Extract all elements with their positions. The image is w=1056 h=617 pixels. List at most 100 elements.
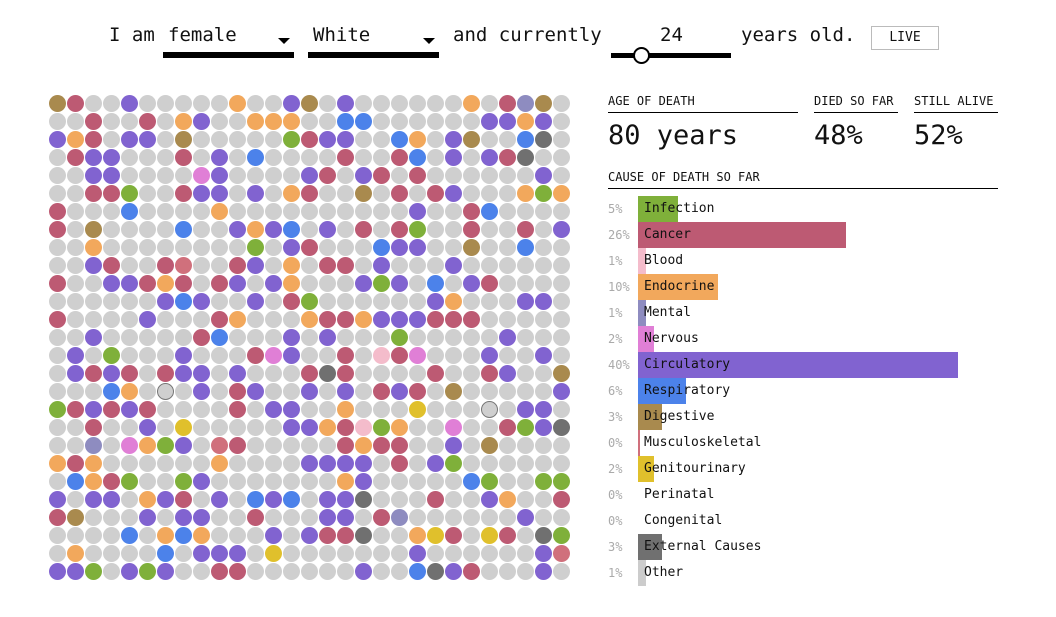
person-dot [229, 95, 246, 112]
person-dot [445, 185, 462, 202]
slider-handle[interactable] [633, 47, 650, 64]
cause-bar [638, 300, 646, 326]
person-dot [157, 419, 174, 436]
person-dot [229, 275, 246, 292]
person-dot [427, 473, 444, 490]
person-dot [481, 149, 498, 166]
still-alive-label: STILL ALIVE [914, 94, 998, 113]
person-dot [103, 203, 120, 220]
person-dot [121, 365, 138, 382]
person-dot [157, 563, 174, 580]
person-dot [247, 455, 264, 472]
person-dot [481, 473, 498, 490]
person-dot [355, 527, 372, 544]
person-dot [481, 347, 498, 364]
person-dot [265, 509, 282, 526]
person-dot [157, 365, 174, 382]
person-dot [319, 545, 336, 562]
person-dot [535, 527, 552, 544]
person-dot [427, 329, 444, 346]
person-dot [409, 95, 426, 112]
person-dot [121, 167, 138, 184]
live-button[interactable]: LIVE [871, 26, 939, 50]
person-dot [193, 113, 210, 130]
person-dot [265, 437, 282, 454]
person-dot [319, 437, 336, 454]
person-dot [265, 113, 282, 130]
person-dot [229, 473, 246, 490]
person-dot [319, 401, 336, 418]
person-dot [157, 149, 174, 166]
person-dot [319, 95, 336, 112]
person-dot [103, 149, 120, 166]
person-dot [283, 455, 300, 472]
person-dot [85, 203, 102, 220]
person-dot [499, 419, 516, 436]
age-slider[interactable] [611, 47, 731, 64]
person-dot [445, 527, 462, 544]
person-dot [67, 149, 84, 166]
person-dot [319, 419, 336, 436]
person-dot [103, 275, 120, 292]
person-dot [157, 329, 174, 346]
person-dot [139, 239, 156, 256]
person-dot [103, 383, 120, 400]
person-dot [103, 293, 120, 310]
person-dot [409, 491, 426, 508]
still-alive-value: 52% [914, 120, 963, 151]
person-dot [553, 473, 570, 490]
cause-row: 1% Blood [606, 248, 1006, 274]
person-dot [409, 311, 426, 328]
person-dot [139, 113, 156, 130]
person-dot [427, 293, 444, 310]
died-so-far-label: DIED SO FAR [814, 94, 898, 113]
person-dot [211, 509, 228, 526]
person-dot [157, 239, 174, 256]
sex-select[interactable]: female [163, 24, 294, 58]
person-dot [265, 563, 282, 580]
person-dot [157, 437, 174, 454]
person-dot [229, 167, 246, 184]
person-dot [337, 347, 354, 364]
person-dot [85, 311, 102, 328]
person-dot [553, 131, 570, 148]
person-dot [301, 95, 318, 112]
person-dot [391, 401, 408, 418]
person-dot [499, 95, 516, 112]
person-dot [265, 527, 282, 544]
person-dot [553, 95, 570, 112]
person-dot [229, 131, 246, 148]
person-dot [67, 221, 84, 238]
person-dot [211, 437, 228, 454]
person-dot [67, 95, 84, 112]
person-dot [265, 455, 282, 472]
person-dot [319, 293, 336, 310]
person-dot [49, 563, 66, 580]
person-dot [535, 491, 552, 508]
person-dot [373, 563, 390, 580]
person-dot [265, 491, 282, 508]
person-dot [517, 113, 534, 130]
person-dot [247, 149, 264, 166]
person-dot [517, 527, 534, 544]
race-select[interactable]: White [308, 24, 439, 58]
person-dot [337, 311, 354, 328]
cause-label: Musculoskeletal [644, 435, 762, 450]
person-dot [211, 401, 228, 418]
person-dot [463, 203, 480, 220]
person-dot [337, 113, 354, 130]
person-dot [139, 419, 156, 436]
person-dot [301, 527, 318, 544]
person-dot [265, 149, 282, 166]
person-dot [193, 149, 210, 166]
person-dot [229, 221, 246, 238]
person-dot [265, 419, 282, 436]
person-dot [391, 527, 408, 544]
person-dot [211, 131, 228, 148]
person-dot [85, 563, 102, 580]
person-dot [103, 185, 120, 202]
person-dot [553, 545, 570, 562]
person-dot [445, 365, 462, 382]
person-dot [85, 347, 102, 364]
person-dot [283, 185, 300, 202]
